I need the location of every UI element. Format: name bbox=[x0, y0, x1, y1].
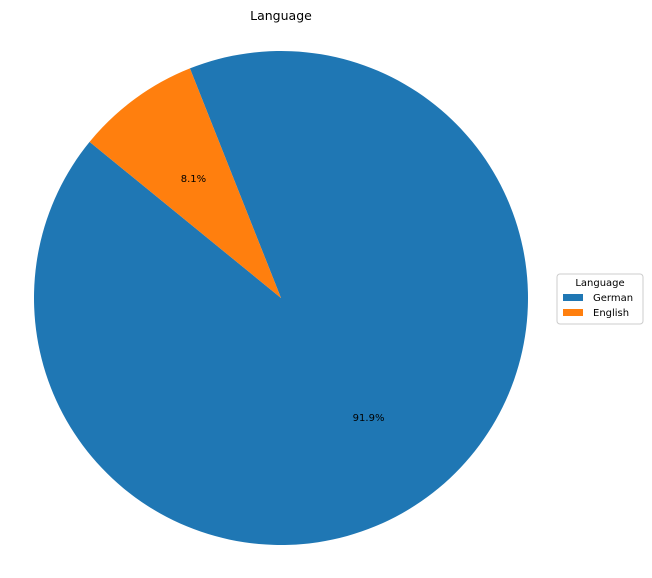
legend-label-german: German bbox=[593, 293, 633, 304]
legend-swatch-german bbox=[563, 294, 583, 301]
chart-title: Language bbox=[250, 8, 312, 23]
pct-label-english: 8.1% bbox=[181, 174, 206, 185]
pie-slices bbox=[34, 51, 528, 546]
pct-label-german: 91.9% bbox=[353, 413, 385, 424]
pie-pct-labels: 91.9% 8.1% bbox=[181, 174, 385, 424]
legend: Language German English bbox=[556, 273, 644, 325]
legend-title: Language bbox=[575, 278, 624, 289]
legend-label-english: English bbox=[593, 308, 629, 319]
legend-swatch-english bbox=[563, 309, 583, 316]
pie-slice-german bbox=[34, 51, 528, 546]
pie-slice-english bbox=[89, 68, 281, 298]
